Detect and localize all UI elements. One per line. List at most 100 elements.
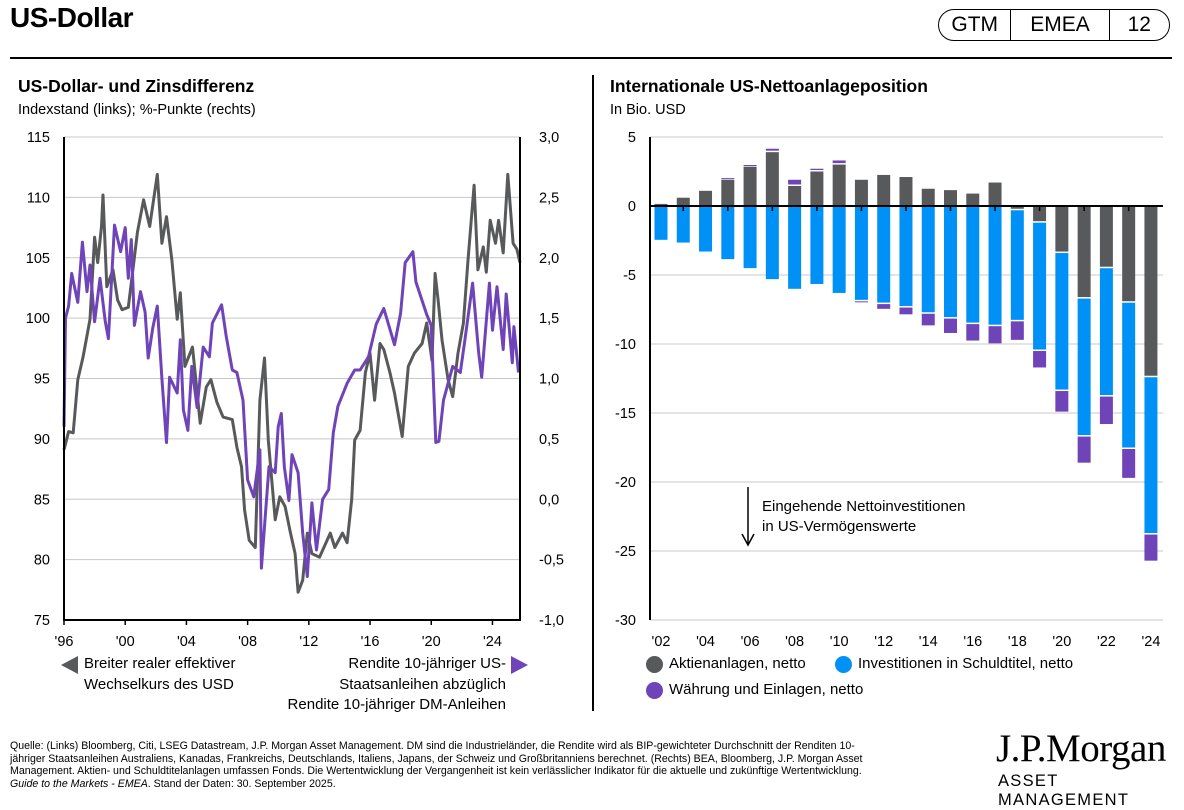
bar-currency xyxy=(877,304,891,309)
bar-currency xyxy=(810,168,824,170)
bar-chart-annotation: Eingehende Nettoinvestitionen in US-Verm… xyxy=(762,497,965,537)
bar-equity xyxy=(854,179,868,206)
right-axis-tick-label: 0,0 xyxy=(539,492,559,508)
x-axis-tick-label: '24 xyxy=(483,634,502,650)
bar-debt xyxy=(654,206,668,240)
legend-debt-label: Investitionen in Schuldtitel, netto xyxy=(858,655,1074,672)
bar-x-axis-tick-label: '20 xyxy=(1052,634,1071,650)
bar-y-axis-tick-label: -5 xyxy=(623,268,636,284)
right-axis-tick-label: -0,5 xyxy=(539,553,564,569)
legend-usd-reer-line1: Breiter realer effektiver xyxy=(84,655,236,672)
bar-currency xyxy=(854,301,868,303)
left-axis-tick-label: 85 xyxy=(34,492,50,508)
left-axis-tick-label: 105 xyxy=(26,251,50,267)
bar-debt xyxy=(921,206,935,313)
footnote-line3: Management. Aktien- und Schuldtitelanlag… xyxy=(10,765,862,778)
bar-equity xyxy=(1099,206,1113,267)
bar-currency xyxy=(765,148,779,151)
panel-divider xyxy=(592,75,594,711)
bar-equity xyxy=(877,174,891,206)
annotation-line1: Eingehende Nettoinvestitionen xyxy=(762,498,966,515)
bar-debt xyxy=(743,206,757,269)
header-rule xyxy=(10,57,1172,59)
bar-equity xyxy=(1122,206,1136,302)
bar-equity xyxy=(743,166,757,206)
bar-currency xyxy=(721,178,735,180)
left-axis-tick-label: 95 xyxy=(34,372,50,388)
legend-usd-reer-line2: Wechselkurs des USD xyxy=(84,675,234,693)
legend-currency: Währung und Einlagen, netto xyxy=(646,680,863,701)
bar-equity xyxy=(1033,206,1047,222)
bar-debt xyxy=(1055,253,1069,390)
x-axis-tick-label: '00 xyxy=(116,634,135,650)
legend-yield-spread-line1: Rendite 10-jähriger US- xyxy=(348,655,506,672)
bar-currency xyxy=(788,179,802,185)
bar-equity xyxy=(810,171,824,206)
bar-x-axis-tick-label: '06 xyxy=(741,634,760,650)
footnote-line2: jähriger Staatsanleihen Australiens, Kan… xyxy=(10,752,863,765)
left-axis-tick-label: 115 xyxy=(27,130,50,146)
x-axis-tick-label: '12 xyxy=(299,634,318,650)
bar-debt xyxy=(832,206,846,293)
annotation-line2: in US-Vermögenswerte xyxy=(762,518,917,535)
legend-left-arrow-icon xyxy=(61,656,78,674)
bar-debt xyxy=(788,206,802,289)
right-chart-subtitle: In Bio. USD xyxy=(610,102,686,118)
bar-currency xyxy=(1055,391,1069,412)
left-chart-title: US-Dollar- und Zinsdifferenz xyxy=(18,76,255,96)
bar-x-axis-tick-label: '12 xyxy=(874,634,893,650)
x-axis-tick-label: '08 xyxy=(238,634,257,650)
legend-equity: Aktienanlagen, netto xyxy=(646,654,806,675)
yield-spread-line xyxy=(62,223,520,578)
bar-equity xyxy=(899,177,913,206)
source-footnote: Quelle: (Links) Bloomberg, Citi, LSEG Da… xyxy=(10,740,950,790)
right-axis-tick-label: 3,0 xyxy=(539,130,559,146)
left-axis-tick-label: 110 xyxy=(27,190,50,206)
gtm-badge: GTM EMEA 12 xyxy=(938,9,1170,41)
legend-currency-dot-icon xyxy=(646,681,663,699)
legend-usd-reer: Breiter realer effektiver Wechselkurs de… xyxy=(84,654,235,695)
bar-y-axis-tick-label: 0 xyxy=(628,199,636,215)
bar-debt xyxy=(854,206,868,300)
bar-currency xyxy=(1033,351,1047,368)
badge-page-number: 12 xyxy=(1108,10,1169,40)
right-axis-tick-label: 1,0 xyxy=(539,372,559,388)
bar-x-axis-tick-label: '04 xyxy=(696,634,715,650)
bar-currency xyxy=(1122,449,1136,478)
left-axis-tick-label: 90 xyxy=(34,432,50,448)
legend-equity-dot-icon xyxy=(646,655,663,673)
bar-debt xyxy=(1033,222,1047,350)
right-axis-tick-label: 1,5 xyxy=(539,311,559,327)
legend-right-arrow-icon xyxy=(511,656,528,674)
bar-y-axis-tick-label: -15 xyxy=(615,406,636,422)
legend-debt-dot-icon xyxy=(835,655,852,673)
footnote-date: . Stand der Daten: 30. September 2025. xyxy=(147,777,336,790)
bar-equity xyxy=(988,182,1002,206)
usd-reer-line xyxy=(62,172,522,594)
bar-debt xyxy=(1099,268,1113,396)
x-axis-tick-label: '20 xyxy=(422,634,441,650)
bar-currency xyxy=(1010,321,1024,340)
right-axis-tick-label: 2,5 xyxy=(539,190,559,206)
bar-x-axis-tick-label: '18 xyxy=(1008,634,1027,650)
x-axis-tick-label: '16 xyxy=(361,634,380,650)
bar-debt xyxy=(899,206,913,307)
bar-x-axis-tick-label: '08 xyxy=(785,634,804,650)
bar-debt xyxy=(944,206,958,318)
bar-y-axis-tick-label: 5 xyxy=(628,130,636,146)
bar-currency xyxy=(832,160,846,164)
bar-y-axis-tick-label: -10 xyxy=(615,337,636,353)
bar-debt xyxy=(1010,210,1024,320)
bar-debt xyxy=(877,206,891,303)
bar-debt xyxy=(810,206,824,284)
page-title: US-Dollar xyxy=(10,2,134,33)
bar-currency xyxy=(1099,396,1113,425)
legend-yield-spread-line2: Staatsanleihen abzüglich xyxy=(339,675,506,693)
bar-equity xyxy=(832,164,846,206)
right-axis-tick-label: 2,0 xyxy=(539,251,559,267)
bar-currency xyxy=(899,307,913,315)
bar-currency xyxy=(966,324,980,341)
bar-equity xyxy=(765,152,779,206)
bar-currency xyxy=(944,318,958,333)
bar-debt xyxy=(1144,377,1158,534)
